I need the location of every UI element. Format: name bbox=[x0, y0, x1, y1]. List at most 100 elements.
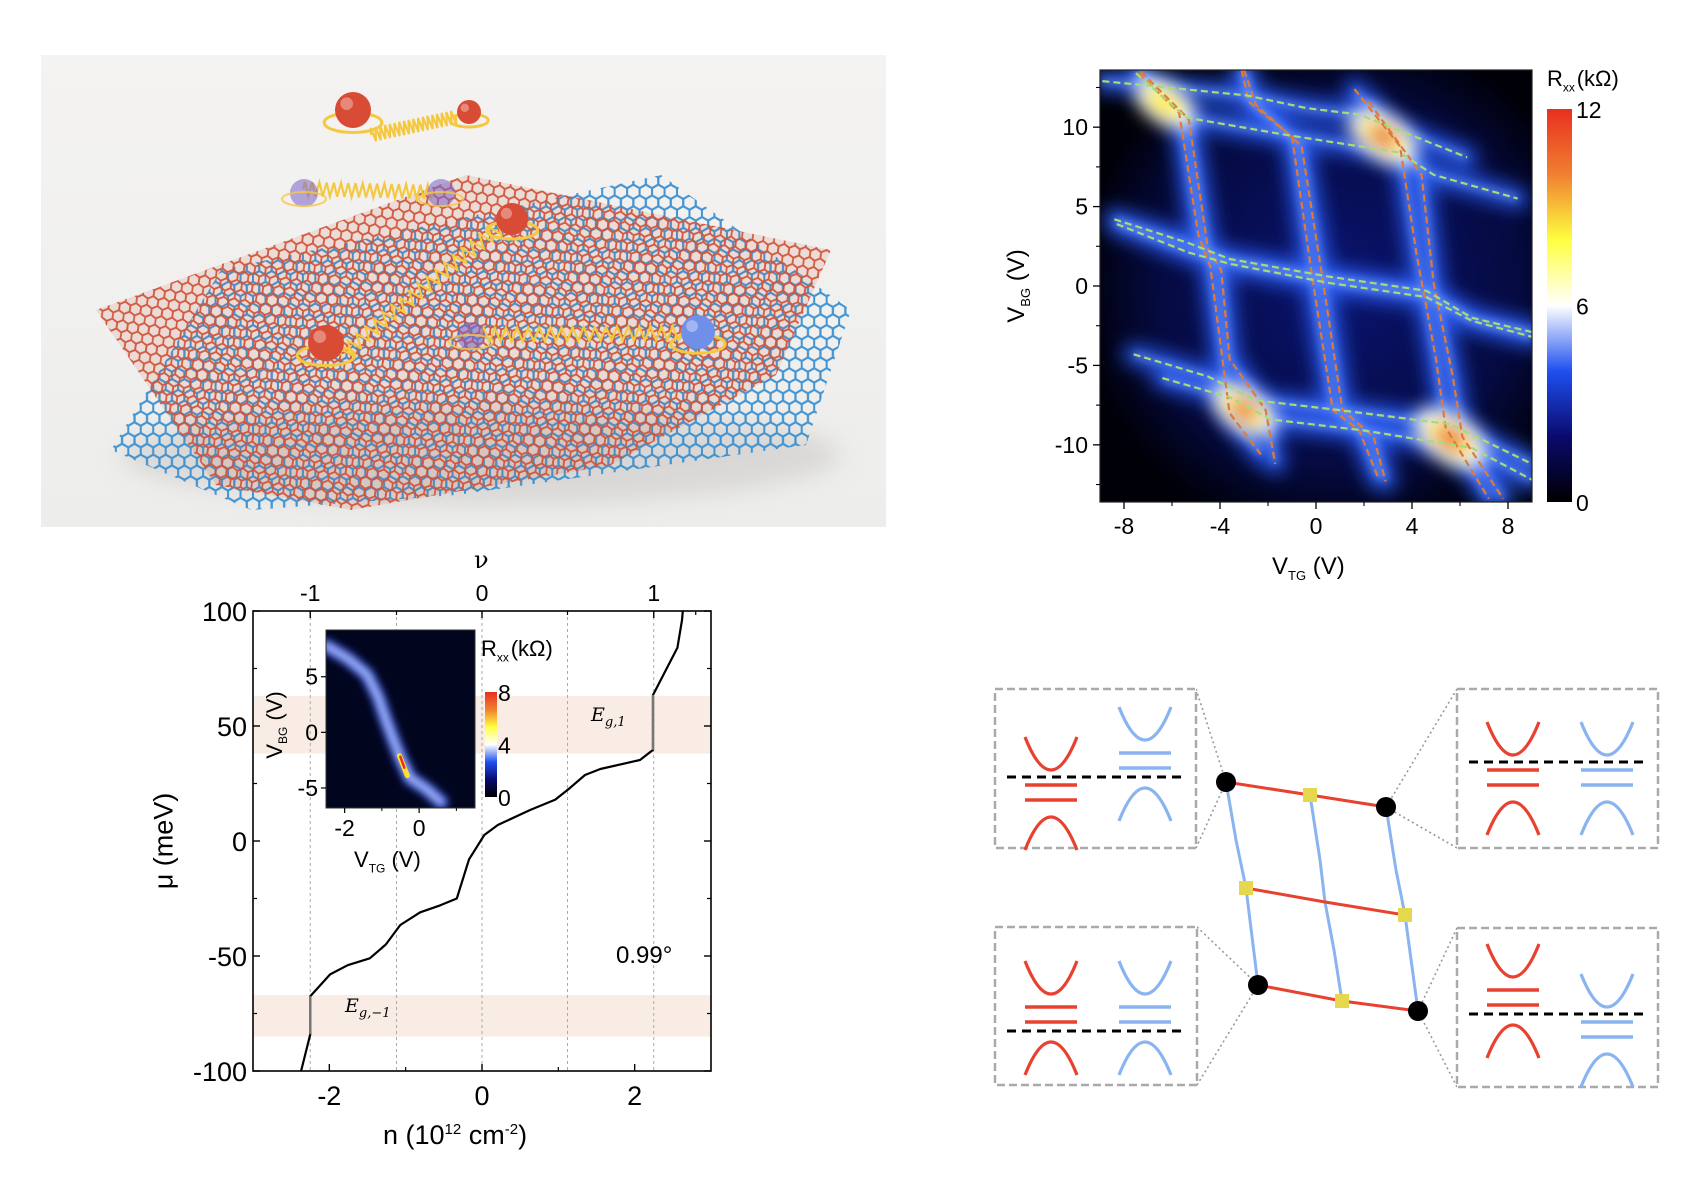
x-tick-label: 2 bbox=[627, 1081, 642, 1111]
yellow-node bbox=[1303, 788, 1317, 802]
inset-peak bbox=[399, 755, 406, 769]
conduction-band bbox=[1579, 721, 1635, 757]
spring-3 bbox=[479, 323, 683, 345]
black-node bbox=[1248, 975, 1268, 995]
particle bbox=[308, 325, 344, 361]
y-tick-label: -5 bbox=[1068, 352, 1088, 378]
gap-label-main: E bbox=[345, 995, 359, 1017]
band-box-bottom-left bbox=[993, 925, 1199, 1087]
connector-line bbox=[1195, 688, 1227, 783]
band-box-top-left bbox=[993, 687, 1198, 851]
gap-label-positive: Eg,1 bbox=[591, 704, 626, 730]
hot-spot bbox=[1143, 85, 1187, 122]
heatmap-colorbar-title: Rxx (kΩ) bbox=[1547, 66, 1619, 94]
inset-x-tick-label: -2 bbox=[334, 815, 354, 841]
y-label-main: V bbox=[261, 744, 287, 759]
colorbar-title-sub: xx bbox=[496, 650, 509, 665]
y-tick-label: 100 bbox=[202, 597, 247, 627]
gap-label-negative: Eg,−1 bbox=[345, 995, 391, 1021]
conduction-band bbox=[1485, 721, 1541, 757]
blue-grid-line bbox=[1308, 794, 1344, 1002]
x-tick-label: 8 bbox=[1502, 513, 1515, 539]
blue-grid-line bbox=[1224, 781, 1260, 986]
particle bbox=[335, 92, 371, 128]
bilayer-illustration bbox=[41, 55, 886, 527]
heatmap-y-axis-label: VBG (V) bbox=[1003, 249, 1033, 322]
green-dashed-line bbox=[1162, 377, 1532, 481]
inset-y-tick-label: 5 bbox=[305, 664, 318, 690]
black-node bbox=[1408, 1001, 1428, 1021]
x-tick-label: -8 bbox=[1114, 513, 1134, 539]
y-tick-label: 50 bbox=[217, 712, 247, 742]
colorbar bbox=[1547, 109, 1572, 502]
particle bbox=[681, 315, 715, 349]
valence-band bbox=[1579, 1052, 1635, 1088]
connector-line bbox=[1417, 1010, 1458, 1088]
x-label-main: V bbox=[354, 847, 369, 872]
band-box-frame bbox=[1455, 926, 1660, 1089]
y-tick-label: 0 bbox=[1075, 273, 1088, 299]
x-label-mid: cm bbox=[461, 1120, 505, 1150]
conduction-band bbox=[1485, 943, 1541, 979]
x-label-end: ) bbox=[518, 1120, 528, 1150]
green-dashed-line bbox=[1116, 223, 1532, 338]
particle bbox=[457, 100, 481, 124]
y-tick-label: 0 bbox=[232, 827, 247, 857]
blue-grid-line bbox=[1384, 806, 1420, 1012]
band-box-top-right bbox=[1455, 687, 1660, 850]
inset-ridge bbox=[326, 643, 444, 805]
yellow-node bbox=[1335, 994, 1349, 1008]
gap-label-main: E bbox=[591, 704, 605, 726]
y-tick-label: -10 bbox=[1055, 432, 1088, 458]
x-label-sup2: -2 bbox=[504, 1121, 519, 1138]
y-tick-label: 5 bbox=[1075, 194, 1088, 220]
spring-1 bbox=[369, 110, 458, 142]
green-dashed-line bbox=[1102, 80, 1468, 159]
illustration-canvas bbox=[96, 92, 851, 510]
yellow-node bbox=[1398, 908, 1412, 922]
inset-ridge-glow bbox=[326, 638, 449, 808]
y-tick-label: -50 bbox=[208, 942, 247, 972]
particle-highlight bbox=[686, 320, 698, 332]
green-dashed-line bbox=[1135, 72, 1518, 200]
particle-highlight bbox=[340, 97, 354, 110]
colorbar-title-main: R bbox=[481, 636, 497, 661]
inset-y-axis-label: VBG (V) bbox=[262, 691, 290, 758]
inset-x-axis-label: VTG (V) bbox=[354, 847, 421, 875]
particle bbox=[496, 203, 528, 235]
y-label-sub: BG bbox=[1017, 287, 1033, 307]
valence-band bbox=[1485, 800, 1541, 836]
orange-dashed-line bbox=[1140, 70, 1277, 465]
mu-plot-top-axis-label: ν bbox=[474, 546, 489, 574]
connector-line bbox=[1196, 984, 1259, 1086]
y-label-main: V bbox=[1003, 306, 1031, 323]
twist-angle-annotation: 0.99° bbox=[616, 942, 672, 970]
orange-dashed-line bbox=[1353, 88, 1490, 500]
valence-band bbox=[1485, 1023, 1541, 1059]
orange-dashed-line bbox=[1367, 101, 1505, 500]
colorbar-title-unit: (kΩ) bbox=[510, 636, 553, 661]
conduction-band bbox=[1117, 706, 1173, 742]
hot-spot-core bbox=[1231, 398, 1257, 421]
orbit-ring bbox=[418, 191, 464, 207]
nu-label: ν bbox=[474, 546, 489, 574]
x-label-sub: TG bbox=[368, 861, 386, 876]
x-label-unit: (V) bbox=[1312, 553, 1345, 580]
x-label-main: n (10 bbox=[383, 1120, 445, 1150]
inset-colorbar-tick-label: 0 bbox=[498, 785, 511, 811]
x-tick-label: 4 bbox=[1406, 513, 1419, 539]
particle-highlight bbox=[500, 207, 512, 219]
x-label-main: V bbox=[1272, 553, 1289, 580]
particle-highlight bbox=[313, 330, 327, 344]
inset-colorbar bbox=[485, 692, 497, 797]
inset-x-tick-label: 0 bbox=[413, 815, 426, 841]
inset-y-tick-label: -5 bbox=[298, 775, 318, 801]
top-tick-label: 1 bbox=[647, 580, 660, 606]
spring-2 bbox=[336, 224, 504, 358]
y-tick-label: 10 bbox=[1062, 114, 1088, 140]
colorbar-tick-label: 6 bbox=[1576, 294, 1589, 320]
orbit-ring bbox=[448, 334, 494, 350]
valence-band bbox=[1579, 800, 1635, 836]
